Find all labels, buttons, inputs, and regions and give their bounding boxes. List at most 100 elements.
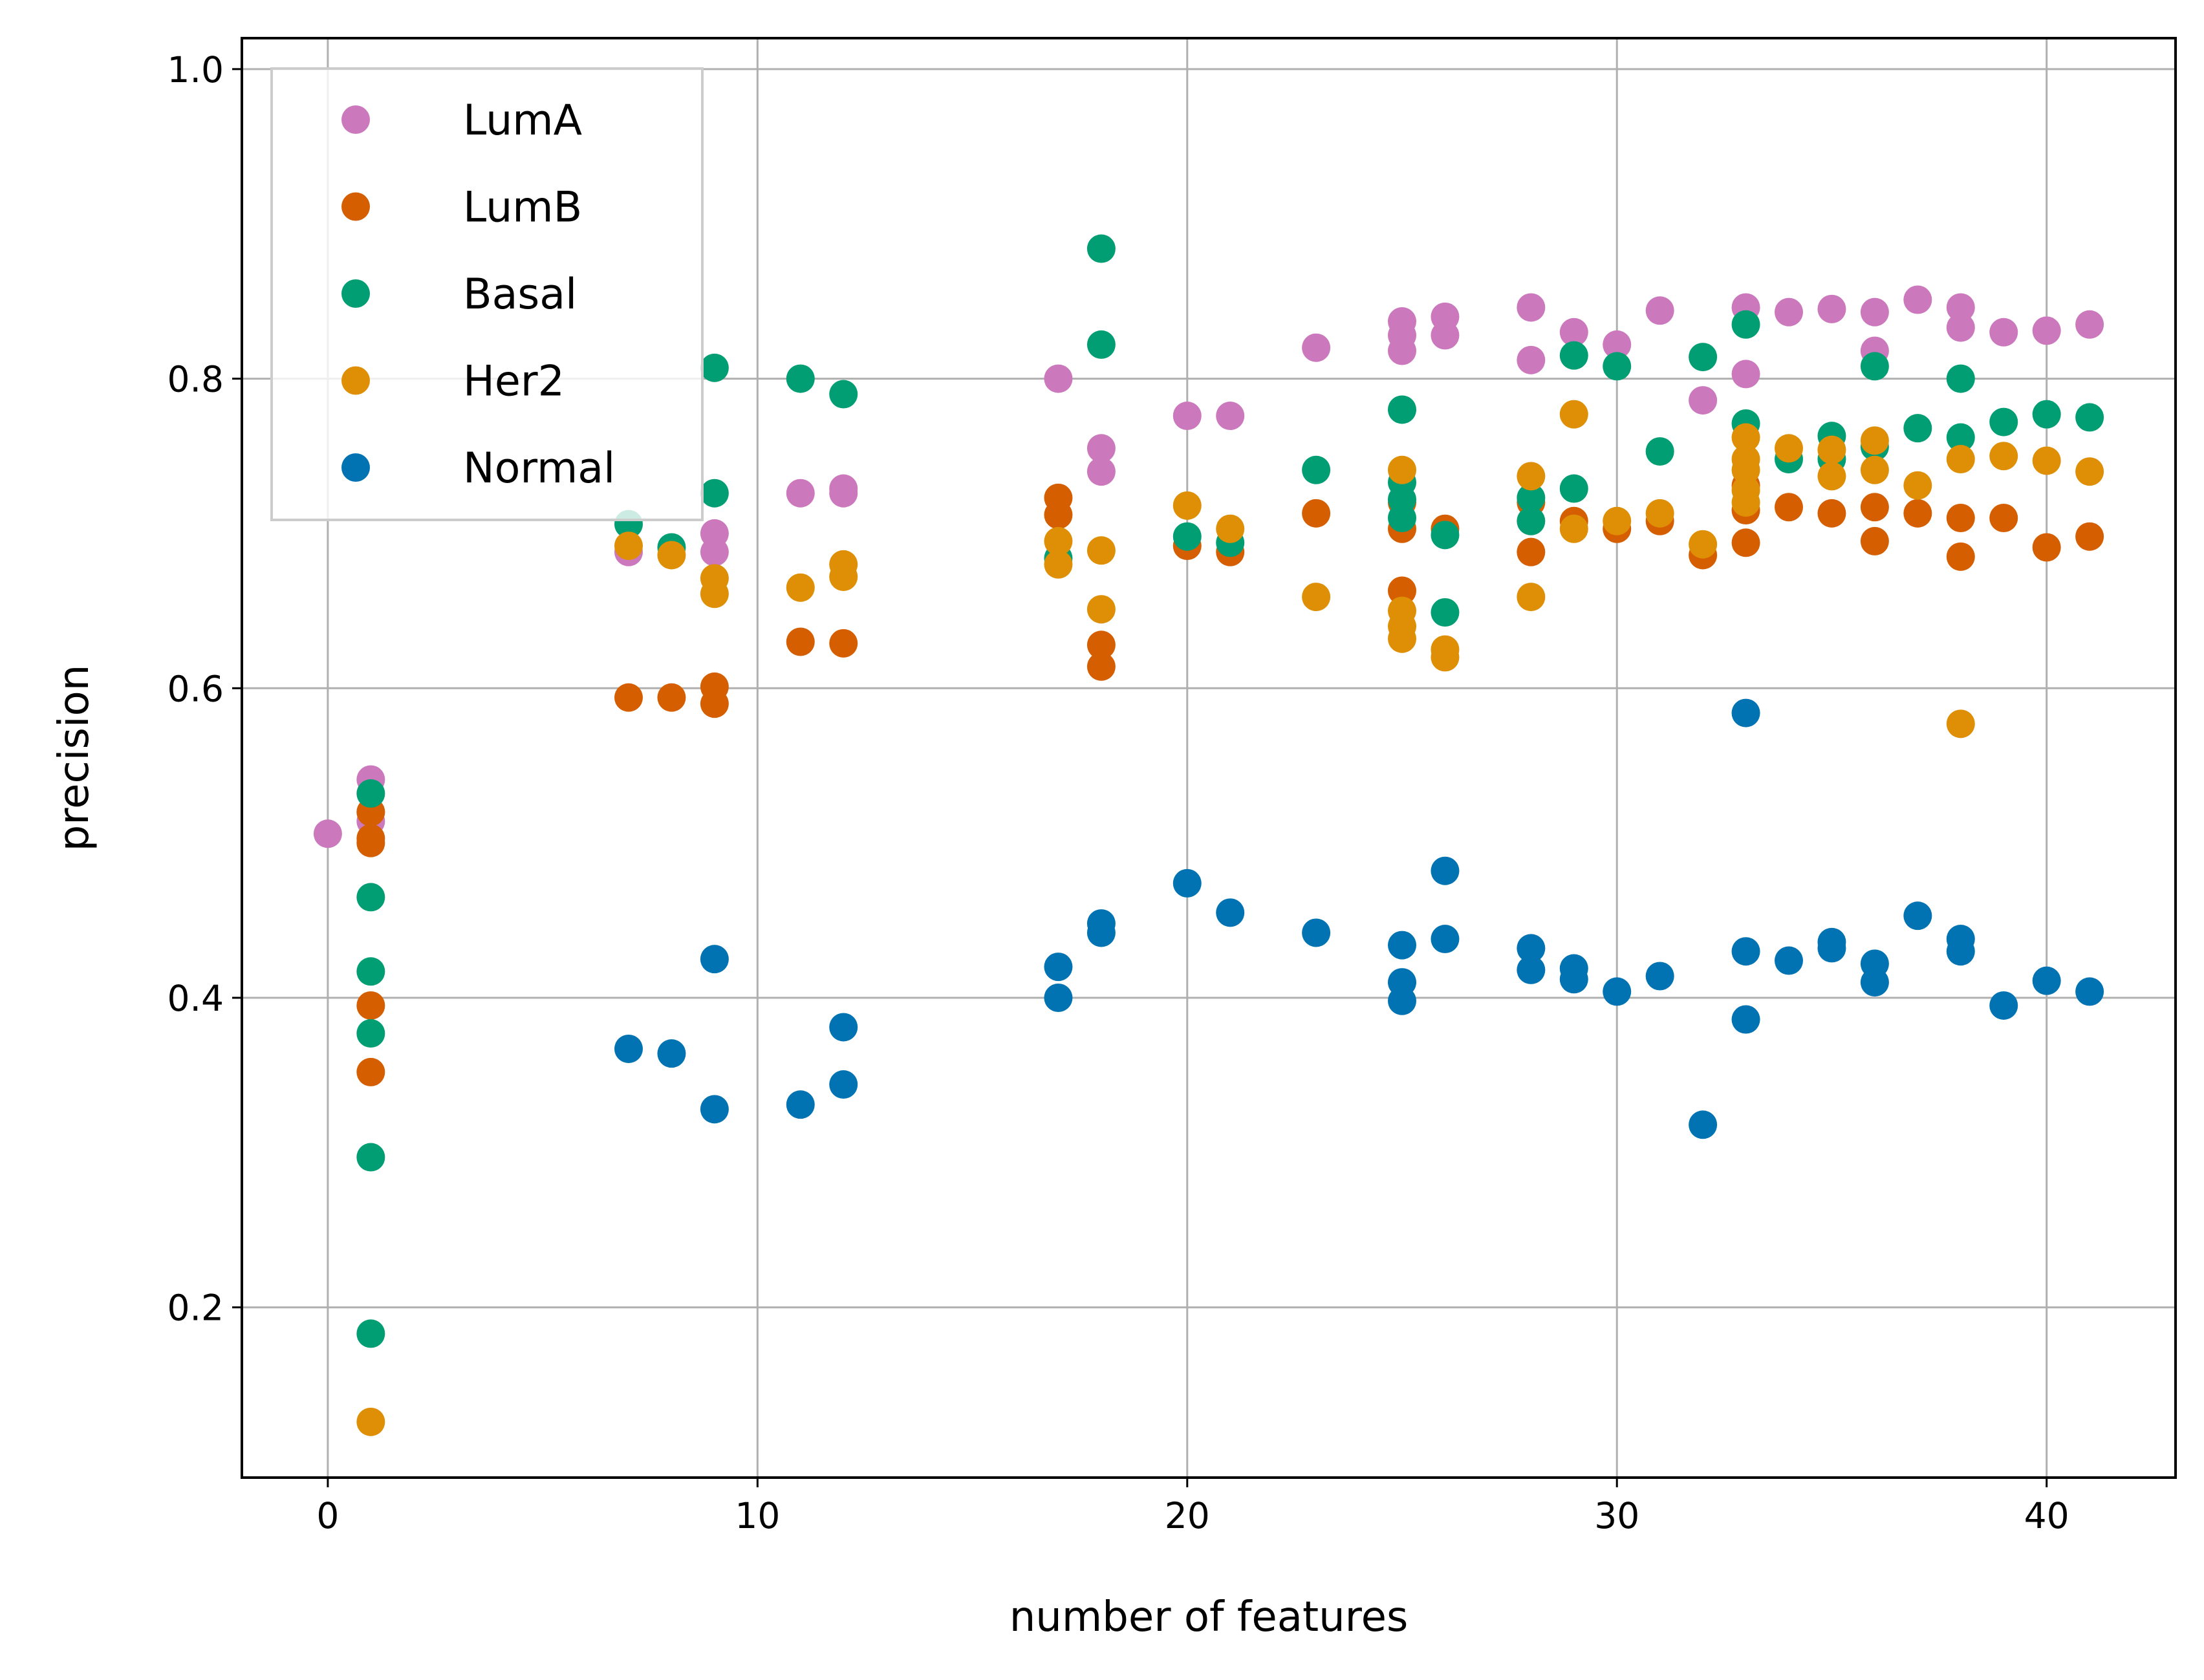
data-point-her2: [1775, 434, 1803, 463]
data-point-lumb: [614, 683, 643, 712]
data-point-normal: [1731, 1005, 1760, 1034]
data-point-her2: [1044, 550, 1073, 579]
data-point-normal: [1903, 901, 1932, 931]
data-point-normal: [1731, 937, 1760, 966]
data-point-normal: [786, 1090, 815, 1119]
data-point-lumb: [1946, 504, 1975, 532]
data-point-basal: [700, 479, 729, 508]
data-point-luma: [1946, 313, 1975, 342]
data-point-her2: [1903, 471, 1932, 500]
data-point-her2: [786, 573, 815, 602]
data-point-luma: [1989, 318, 2018, 347]
data-point-normal: [1172, 868, 1202, 898]
data-point-her2: [1431, 643, 1460, 672]
data-point-her2: [700, 579, 729, 608]
x-tick-label: 30: [1594, 1495, 1639, 1536]
data-point-normal: [1517, 934, 1546, 963]
data-point-luma: [1216, 402, 1245, 431]
data-point-basal: [1989, 407, 2018, 436]
data-point-luma: [1086, 457, 1116, 486]
data-point-normal: [1946, 937, 1975, 966]
legend-marker-luma: [341, 105, 370, 134]
data-point-her2: [1731, 488, 1760, 517]
data-point-basal: [356, 1019, 385, 1048]
data-point-normal: [1645, 962, 1674, 991]
data-point-her2: [1645, 499, 1674, 528]
data-point-luma: [1903, 285, 1932, 314]
data-point-her2: [1559, 514, 1588, 543]
legend-marker-normal: [341, 453, 370, 482]
data-point-luma: [1559, 318, 1588, 347]
data-point-her2: [614, 532, 643, 561]
x-tick-label: 10: [735, 1495, 780, 1536]
data-point-basal: [356, 1143, 385, 1172]
data-point-basal: [1559, 341, 1588, 370]
y-tick-label: 0.4: [167, 978, 224, 1019]
data-point-basal: [1086, 234, 1116, 263]
data-point-her2: [1731, 455, 1760, 484]
data-point-basal: [1517, 506, 1546, 535]
data-point-basal: [1431, 521, 1460, 550]
data-point-basal: [1603, 352, 1632, 381]
data-point-luma: [1860, 297, 1889, 327]
series-her2: [356, 400, 2104, 1436]
x-tick-label: 20: [1165, 1495, 1210, 1536]
data-point-her2: [1817, 435, 1846, 464]
data-point-basal: [700, 353, 729, 382]
data-point-luma: [700, 537, 729, 566]
legend-label-luma: LumA: [463, 96, 582, 145]
x-axis-ticks: 0 10 20 30 40: [316, 1478, 2069, 1536]
data-point-lumb: [1903, 499, 1932, 528]
data-point-luma: [1946, 293, 1975, 322]
data-point-normal: [1388, 986, 1416, 1015]
data-point-lumb: [829, 629, 858, 658]
data-point-her2: [1946, 445, 1975, 474]
data-point-normal: [1559, 965, 1588, 994]
data-point-her2: [1388, 455, 1416, 484]
series-basal: [356, 234, 2104, 1348]
data-point-basal: [1903, 414, 1932, 443]
data-point-luma: [1775, 297, 1803, 327]
data-point-normal: [1517, 955, 1546, 984]
data-point-basal: [1388, 504, 1416, 532]
data-point-luma: [829, 479, 858, 508]
data-point-luma: [1388, 336, 1416, 365]
data-point-lumb: [657, 683, 686, 712]
data-point-normal: [700, 945, 729, 974]
data-point-lumb: [1775, 493, 1803, 522]
data-point-her2: [829, 562, 858, 591]
data-point-basal: [1946, 364, 1975, 393]
data-point-lumb: [786, 627, 815, 656]
data-point-normal: [1603, 977, 1632, 1006]
data-point-normal: [1086, 918, 1116, 947]
data-point-luma: [1603, 330, 1632, 359]
data-point-normal: [700, 1095, 729, 1124]
data-point-luma: [1086, 434, 1116, 463]
data-point-luma: [1645, 296, 1674, 325]
data-point-normal: [1775, 946, 1803, 975]
data-point-luma: [2075, 310, 2104, 339]
data-point-normal: [1044, 984, 1073, 1012]
data-point-her2: [356, 1407, 385, 1436]
data-point-lumb: [1946, 542, 1975, 571]
data-point-basal: [2032, 400, 2061, 429]
data-point-her2: [1559, 400, 1588, 429]
data-point-luma: [2032, 316, 2061, 345]
data-point-lumb: [356, 828, 385, 857]
data-point-luma: [1517, 345, 1546, 374]
x-tick-label: 0: [316, 1495, 339, 1536]
y-tick-label: 0.6: [167, 668, 224, 709]
legend-marker-lumb: [341, 192, 370, 221]
data-point-lumb: [1086, 630, 1116, 660]
legend-label-normal: Normal: [463, 444, 615, 493]
data-point-lumb: [1388, 576, 1416, 605]
data-point-basal: [786, 364, 815, 393]
data-point-lumb: [1517, 537, 1546, 566]
data-point-lumb: [2075, 522, 2104, 551]
data-point-normal: [2032, 966, 2061, 995]
data-point-her2: [1860, 455, 1889, 484]
data-point-her2: [1517, 462, 1546, 491]
data-point-luma: [1302, 333, 1331, 362]
data-point-lumb: [1086, 652, 1116, 681]
